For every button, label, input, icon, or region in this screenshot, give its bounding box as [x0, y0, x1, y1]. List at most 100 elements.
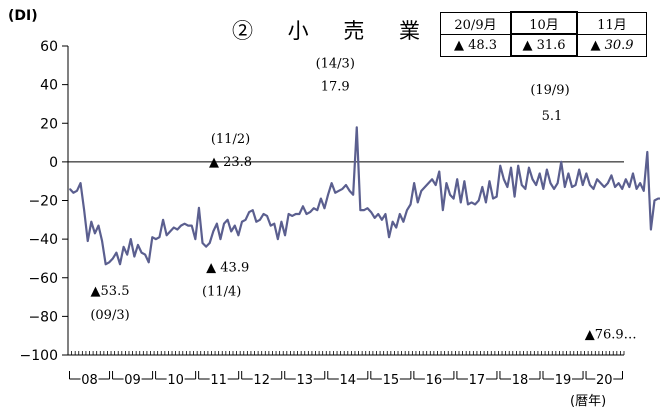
- data-point: [180, 225, 182, 227]
- data-point: [166, 234, 168, 236]
- data-point: [488, 180, 491, 182]
- data-point: [158, 236, 161, 238]
- data-point: [424, 186, 426, 188]
- data-point: [417, 201, 419, 204]
- y-tick-label: −60: [28, 271, 58, 287]
- x-tick-label: 09: [124, 373, 141, 388]
- data-point: [399, 213, 401, 215]
- data-point: [363, 209, 365, 211]
- data-point: [456, 178, 458, 180]
- data-point: [499, 165, 501, 167]
- data-point: [280, 221, 283, 223]
- annotation-label: (11/2): [211, 132, 250, 147]
- annotation-label: (19/9): [530, 83, 569, 98]
- data-point: [535, 184, 537, 186]
- data-point: [496, 196, 498, 198]
- summary-header-sep: 20/9月: [440, 11, 512, 35]
- data-point: [97, 225, 100, 227]
- data-point: [453, 197, 455, 200]
- data-point: [348, 190, 351, 192]
- data-point: [596, 178, 598, 180]
- data-point: [589, 184, 591, 186]
- data-point: [618, 182, 620, 184]
- data-point: [151, 236, 153, 238]
- data-point: [169, 230, 171, 232]
- data-point: [216, 223, 218, 225]
- summary-table-header-row: 20/9月 10月 11月: [440, 11, 647, 35]
- data-point: [223, 223, 225, 225]
- chart-title: ② 小 売 業: [232, 19, 434, 43]
- data-point: [313, 207, 315, 209]
- data-point: [94, 232, 96, 234]
- data-point: [381, 219, 383, 221]
- data-point: [628, 186, 630, 188]
- data-point: [130, 238, 132, 240]
- data-point: [133, 255, 135, 258]
- annotation-label: 17.9: [321, 79, 350, 94]
- data-point: [539, 172, 541, 175]
- x-tick-label: 13: [296, 373, 313, 388]
- summary-table: 20/9月 10月 11月 ▲ 48.3 ▲ 31.6 ▲ 30.9: [440, 11, 647, 57]
- y-tick-label: 60: [40, 39, 58, 55]
- x-axis-label: (暦年): [570, 394, 606, 409]
- data-point: [241, 221, 243, 223]
- data-point: [234, 225, 236, 227]
- data-point: [291, 215, 293, 217]
- summary-value-sep: ▲ 48.3: [440, 33, 512, 57]
- data-point: [478, 199, 480, 202]
- data-point: [632, 172, 634, 175]
- data-point: [284, 234, 286, 236]
- data-point: [331, 182, 333, 184]
- data-point: [262, 213, 265, 215]
- data-point: [560, 161, 562, 163]
- data-point: [485, 201, 487, 204]
- data-point: [582, 184, 584, 186]
- data-point: [323, 207, 326, 209]
- data-point: [600, 182, 602, 184]
- x-tick-label: 08: [81, 373, 98, 388]
- data-point: [209, 242, 211, 244]
- data-point: [137, 244, 139, 246]
- y-axis-label: (DI): [8, 8, 38, 24]
- data-point: [510, 167, 512, 169]
- data-point: [237, 234, 239, 236]
- data-point: [542, 188, 544, 190]
- data-point: [87, 240, 89, 242]
- data-point: [191, 225, 193, 227]
- data-point: [90, 221, 92, 223]
- data-point: [252, 209, 254, 211]
- data-point: [105, 263, 107, 265]
- data-point: [395, 226, 397, 229]
- data-point: [578, 169, 580, 171]
- data-point: [621, 188, 623, 190]
- data-point: [377, 213, 379, 215]
- data-point: [140, 252, 143, 254]
- annotation-label: (09/3): [90, 308, 129, 323]
- data-point: [564, 186, 566, 188]
- data-point: [474, 203, 476, 205]
- summary-header-nov: 11月: [576, 11, 647, 35]
- data-point: [115, 252, 118, 254]
- data-point: [449, 194, 451, 196]
- data-point: [277, 238, 279, 240]
- data-point: [650, 228, 652, 231]
- data-point: [442, 209, 444, 211]
- data-point: [625, 178, 627, 180]
- data-point: [467, 203, 469, 205]
- data-point: [643, 190, 645, 192]
- y-tick-label: 40: [40, 78, 58, 94]
- data-point: [173, 226, 175, 229]
- data-point: [571, 186, 573, 188]
- x-tick-label: 16: [426, 373, 443, 388]
- data-point: [123, 246, 125, 248]
- data-point: [270, 225, 272, 227]
- data-point: [388, 236, 390, 238]
- data-point: [298, 213, 300, 215]
- y-tick-label: −80: [28, 309, 58, 325]
- summary-header-oct: 10月: [510, 11, 578, 35]
- data-point: [194, 238, 196, 240]
- y-tick-label: 0: [49, 155, 58, 171]
- data-point: [370, 211, 372, 213]
- data-point: [108, 261, 110, 263]
- y-tick-label: 20: [40, 116, 58, 132]
